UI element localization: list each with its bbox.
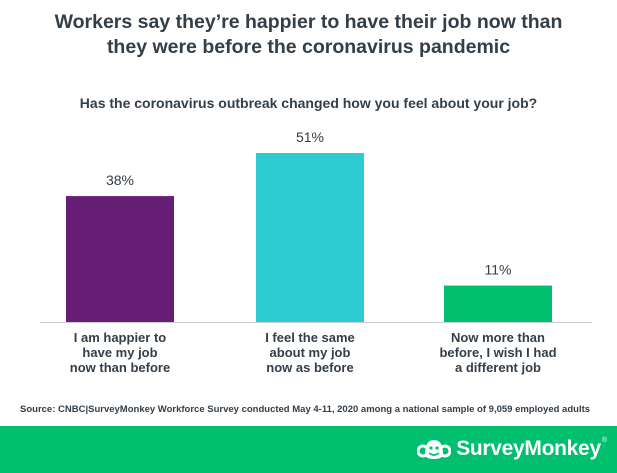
category-label-2-line-1: I feel the same — [265, 330, 355, 345]
brand-name: SurveyMonkey — [456, 437, 601, 460]
chart-title: Workers say they’re happier to have thei… — [0, 10, 617, 60]
category-label-3-line-3: a different job — [455, 360, 541, 375]
chart-title-line-2: they were before the coronavirus pandemi… — [106, 36, 511, 58]
category-label-3-line-2: before, I wish I had — [439, 345, 556, 360]
bar-value-label-1: 38% — [106, 172, 134, 188]
bar-value-label-3: 11% — [485, 262, 512, 278]
category-label-1-line-1: I am happier to — [74, 330, 167, 345]
brand-logo: SurveyMonkey ® — [417, 437, 607, 461]
bar-2 — [256, 153, 364, 322]
footer-banner: SurveyMonkey ® — [0, 426, 617, 473]
chart-subtitle: Has the coronavirus outbreak changed how… — [79, 95, 538, 111]
category-label-3-line-1: Now more than — [451, 330, 545, 345]
bar-value-label-2: 51% — [296, 129, 324, 145]
category-label-2-line-3: now as before — [266, 360, 353, 375]
category-label-1-line-3: now than before — [70, 360, 170, 375]
bar-3 — [444, 285, 552, 322]
surveymonkey-logo-icon — [417, 440, 452, 459]
category-label-1-line-2: have my job — [82, 345, 157, 360]
bar-1 — [66, 196, 174, 322]
source-note: Source: CNBC|SurveyMonkey Workforce Surv… — [20, 404, 591, 415]
category-label-2-line-2: about my job — [270, 345, 351, 360]
chart-title-line-1: Workers say they’re happier to have thei… — [54, 11, 563, 33]
brand-trademark: ® — [601, 437, 607, 444]
